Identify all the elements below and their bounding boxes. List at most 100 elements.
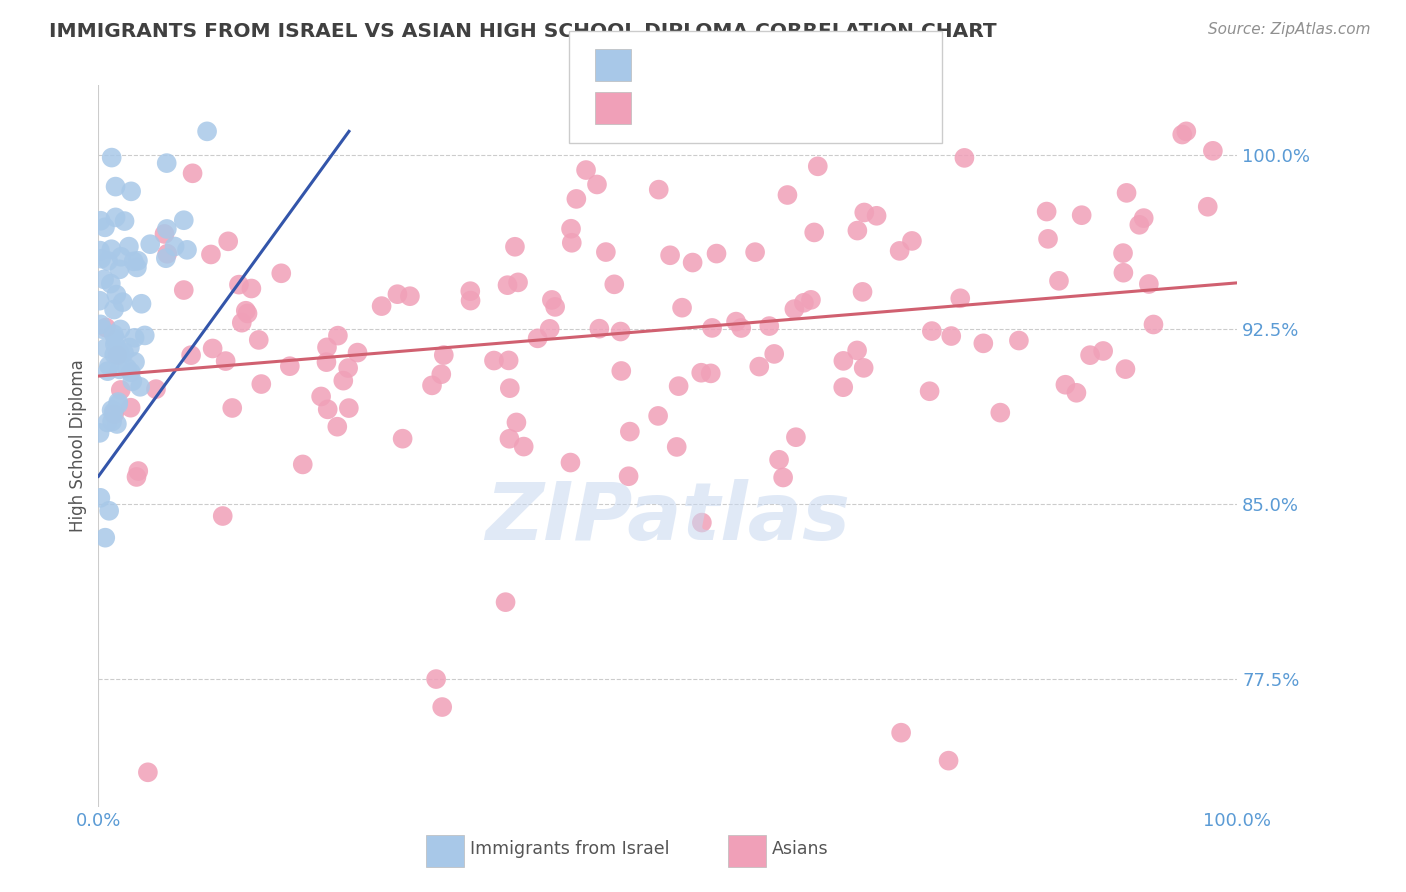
Point [889, 244, 911, 258]
Point [89, 293, 111, 308]
Point [505, 416, 527, 430]
Point [124, 331, 146, 345]
Point [499, 381, 522, 395]
Point [1114, 362, 1136, 376]
Point [115, 361, 138, 376]
Point [399, 289, 422, 303]
Point [136, 765, 159, 780]
Point [104, 337, 127, 351]
Text: Immigrants from Israel: Immigrants from Israel [470, 840, 669, 858]
Point [1197, 200, 1219, 214]
Point [346, 345, 368, 359]
Point [807, 159, 830, 173]
Point [155, 251, 177, 265]
Point [100, 403, 122, 417]
Point [544, 300, 567, 314]
Point [1112, 266, 1135, 280]
Point [94, 341, 117, 355]
Point [668, 379, 690, 393]
Point [103, 327, 125, 342]
Point [498, 432, 520, 446]
Point [800, 293, 823, 307]
Point [433, 348, 456, 362]
Point [671, 301, 693, 315]
Point [120, 365, 142, 379]
Point [118, 341, 141, 355]
Text: Asians: Asians [772, 840, 828, 858]
Point [432, 700, 454, 714]
Point [228, 277, 250, 292]
Point [1054, 377, 1077, 392]
Point [103, 348, 125, 362]
Point [512, 440, 534, 454]
Point [565, 192, 588, 206]
Point [603, 277, 626, 292]
Point [588, 321, 610, 335]
Point [163, 239, 186, 253]
Point [921, 324, 943, 338]
Point [112, 345, 135, 359]
Point [659, 248, 682, 262]
Point [700, 321, 723, 335]
Point [278, 359, 301, 374]
Point [430, 368, 453, 382]
Point [156, 222, 179, 236]
Point [772, 470, 794, 484]
Point [93, 272, 115, 286]
Point [91, 322, 114, 336]
Text: R = 0.170: R = 0.170 [640, 98, 738, 118]
Point [506, 276, 529, 290]
Point [1137, 277, 1160, 291]
Point [124, 355, 146, 369]
Point [853, 205, 876, 219]
Point [690, 516, 713, 530]
Point [176, 243, 198, 257]
Point [201, 342, 224, 356]
Point [803, 226, 825, 240]
Point [918, 384, 941, 399]
Point [865, 209, 887, 223]
Point [107, 397, 129, 411]
Point [105, 417, 128, 431]
Point [156, 156, 179, 170]
Point [326, 419, 349, 434]
Point [100, 242, 122, 256]
Text: ZIPatlas: ZIPatlas [485, 479, 851, 558]
Point [783, 302, 806, 317]
Point [315, 355, 337, 369]
Point [217, 235, 239, 249]
Point [846, 343, 869, 358]
Point [214, 354, 236, 368]
Point [270, 266, 292, 280]
Point [1078, 348, 1101, 362]
Point [114, 214, 136, 228]
Point [758, 319, 780, 334]
Point [495, 595, 517, 609]
Point [111, 295, 134, 310]
Point [1047, 274, 1070, 288]
Point [665, 440, 688, 454]
Point [541, 293, 564, 307]
Point [231, 316, 253, 330]
Point [647, 409, 669, 423]
Point [776, 188, 799, 202]
Point [1070, 208, 1092, 222]
Point [120, 401, 142, 415]
Text: Source: ZipAtlas.com: Source: ZipAtlas.com [1208, 22, 1371, 37]
Point [1132, 211, 1154, 226]
Point [730, 321, 752, 335]
Point [793, 295, 815, 310]
Point [94, 220, 117, 235]
Point [690, 366, 713, 380]
Point [1092, 343, 1115, 358]
Point [110, 250, 132, 264]
Point [852, 360, 875, 375]
Point [139, 237, 162, 252]
Point [121, 374, 143, 388]
Point [125, 260, 148, 275]
Point [575, 163, 598, 178]
Point [420, 378, 443, 392]
Point [107, 348, 129, 362]
Point [89, 491, 111, 505]
Point [127, 464, 149, 478]
